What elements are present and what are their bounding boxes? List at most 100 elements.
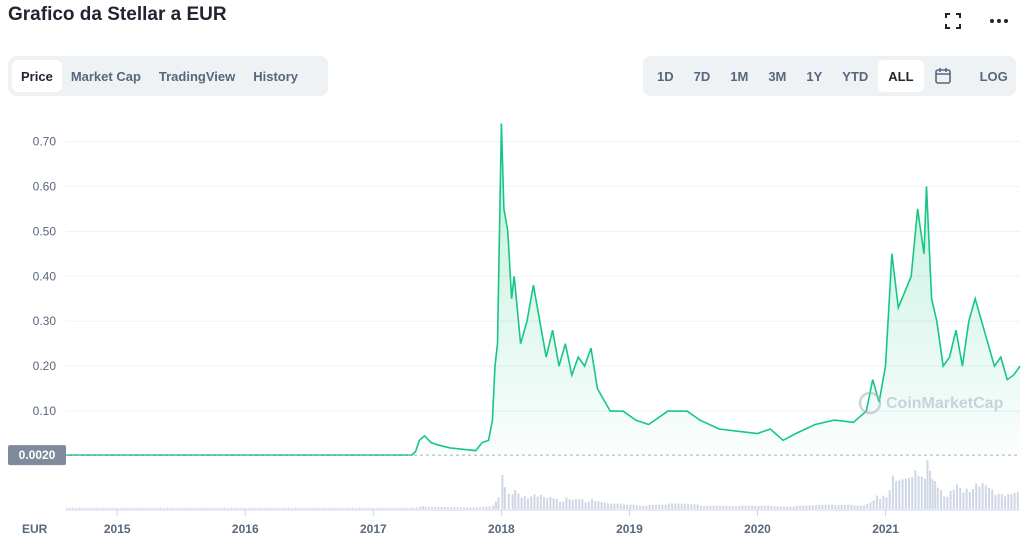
volume-bar [703, 505, 706, 509]
volume-bar [475, 507, 478, 509]
volume-bar [66, 507, 68, 509]
volume-bar [411, 507, 414, 509]
volume-bar [591, 498, 593, 509]
price-line [66, 123, 1021, 456]
volume-bar [278, 507, 281, 509]
fullscreen-icon[interactable] [942, 10, 964, 32]
volume-bar [719, 505, 722, 509]
volume-bar [266, 507, 269, 509]
volume-bar [789, 506, 792, 509]
range-1d[interactable]: 1D [657, 68, 674, 84]
volume-bar [929, 470, 932, 509]
volume-bar [885, 497, 888, 509]
volume-bar [972, 489, 974, 509]
range-ytd[interactable]: YTD [842, 68, 869, 84]
volume-bar [284, 507, 287, 509]
log-toggle[interactable]: LOG [979, 68, 1008, 84]
volume-bar [422, 506, 424, 509]
volume-bar [75, 507, 77, 509]
range-1m[interactable]: 1M [730, 68, 749, 84]
volume-bar [1016, 491, 1019, 509]
tab-history[interactable]: History [253, 68, 299, 84]
volume-bar [895, 481, 898, 509]
volume-bar [587, 501, 590, 509]
y-tick-label: 0.20 [33, 359, 57, 373]
calendar-icon[interactable] [924, 60, 962, 92]
volume-bar [269, 507, 272, 509]
volume-bar [539, 494, 542, 509]
volume-bar [214, 507, 217, 509]
x-tick-label: 2019 [616, 522, 643, 536]
volume-bar [254, 507, 257, 509]
volume-bar [364, 507, 367, 509]
volume-bar [911, 477, 914, 509]
volume-bar [114, 507, 117, 509]
volume-bar [834, 505, 837, 509]
volume-bar [978, 486, 981, 509]
volume-bar [303, 507, 306, 509]
grid-lines [66, 140, 1020, 412]
volume-bar [503, 487, 506, 509]
volume-bar [639, 505, 641, 509]
y-tick-label: 0.50 [33, 224, 57, 238]
tab-market-cap[interactable]: Market Cap [70, 68, 141, 84]
volume-bar [584, 502, 587, 509]
volume-bar [603, 502, 606, 509]
volume-bar [632, 504, 635, 509]
volume-bar [336, 507, 339, 509]
volume-bar [144, 507, 147, 509]
volume-bar [674, 503, 677, 509]
volume-bar [805, 505, 808, 509]
volume-bar [312, 507, 315, 509]
volume-bar [767, 505, 770, 509]
volume-bar [613, 503, 616, 509]
volume-bar [315, 507, 318, 509]
volume-bar [147, 507, 150, 509]
current-price-label: 0.0020 [19, 448, 56, 462]
tab-price[interactable]: Price [12, 60, 62, 92]
volume-bar [339, 507, 342, 509]
volume-bar [391, 507, 394, 509]
x-tick-label: 2017 [360, 522, 387, 536]
volume-bar [348, 507, 351, 509]
volume-bar [581, 499, 584, 509]
volume-bar [141, 507, 144, 509]
volume-bar [706, 505, 709, 509]
volume-bar [523, 496, 526, 509]
volume-bar [138, 507, 141, 509]
volume-bar [866, 503, 869, 509]
price-chart: 0.10 0.20 0.30 0.40 0.50 0.60 0.70 0.0020 Coin… [8, 123, 1021, 536]
tab-tradingview[interactable]: TradingView [158, 68, 236, 84]
range-7d[interactable]: 7D [693, 68, 711, 84]
volume-bar [680, 503, 683, 509]
volume-bar [260, 507, 263, 509]
volume-bar [597, 501, 600, 509]
range-3m[interactable]: 3M [768, 68, 787, 84]
range-all[interactable]: ALL [878, 60, 924, 92]
volume-bar [294, 507, 297, 509]
volume-bar [683, 503, 686, 509]
volume-bar [879, 498, 882, 509]
volume-bar [744, 505, 747, 509]
volume-bar [251, 507, 254, 509]
volume-bar [795, 505, 798, 509]
volume-bar [501, 475, 504, 509]
volume-bar [190, 507, 193, 509]
volume-bar [415, 507, 418, 509]
volume-bar [443, 507, 446, 509]
volume-bar [281, 507, 284, 509]
volume-bar [135, 507, 138, 509]
watermark-text: CoinMarketCap [886, 395, 1004, 412]
volume-bar [546, 498, 549, 509]
volume-bar [831, 504, 834, 509]
volume-bar [472, 507, 475, 509]
volume-bar [178, 507, 181, 509]
more-icon[interactable] [988, 10, 1010, 32]
volume-bar [946, 496, 949, 509]
volume-bar [239, 507, 242, 509]
volume-bar [888, 490, 891, 509]
volume-bar [936, 487, 939, 509]
range-1y[interactable]: 1Y [806, 68, 823, 84]
volume-bar [651, 504, 654, 509]
volume-bar [248, 507, 251, 509]
